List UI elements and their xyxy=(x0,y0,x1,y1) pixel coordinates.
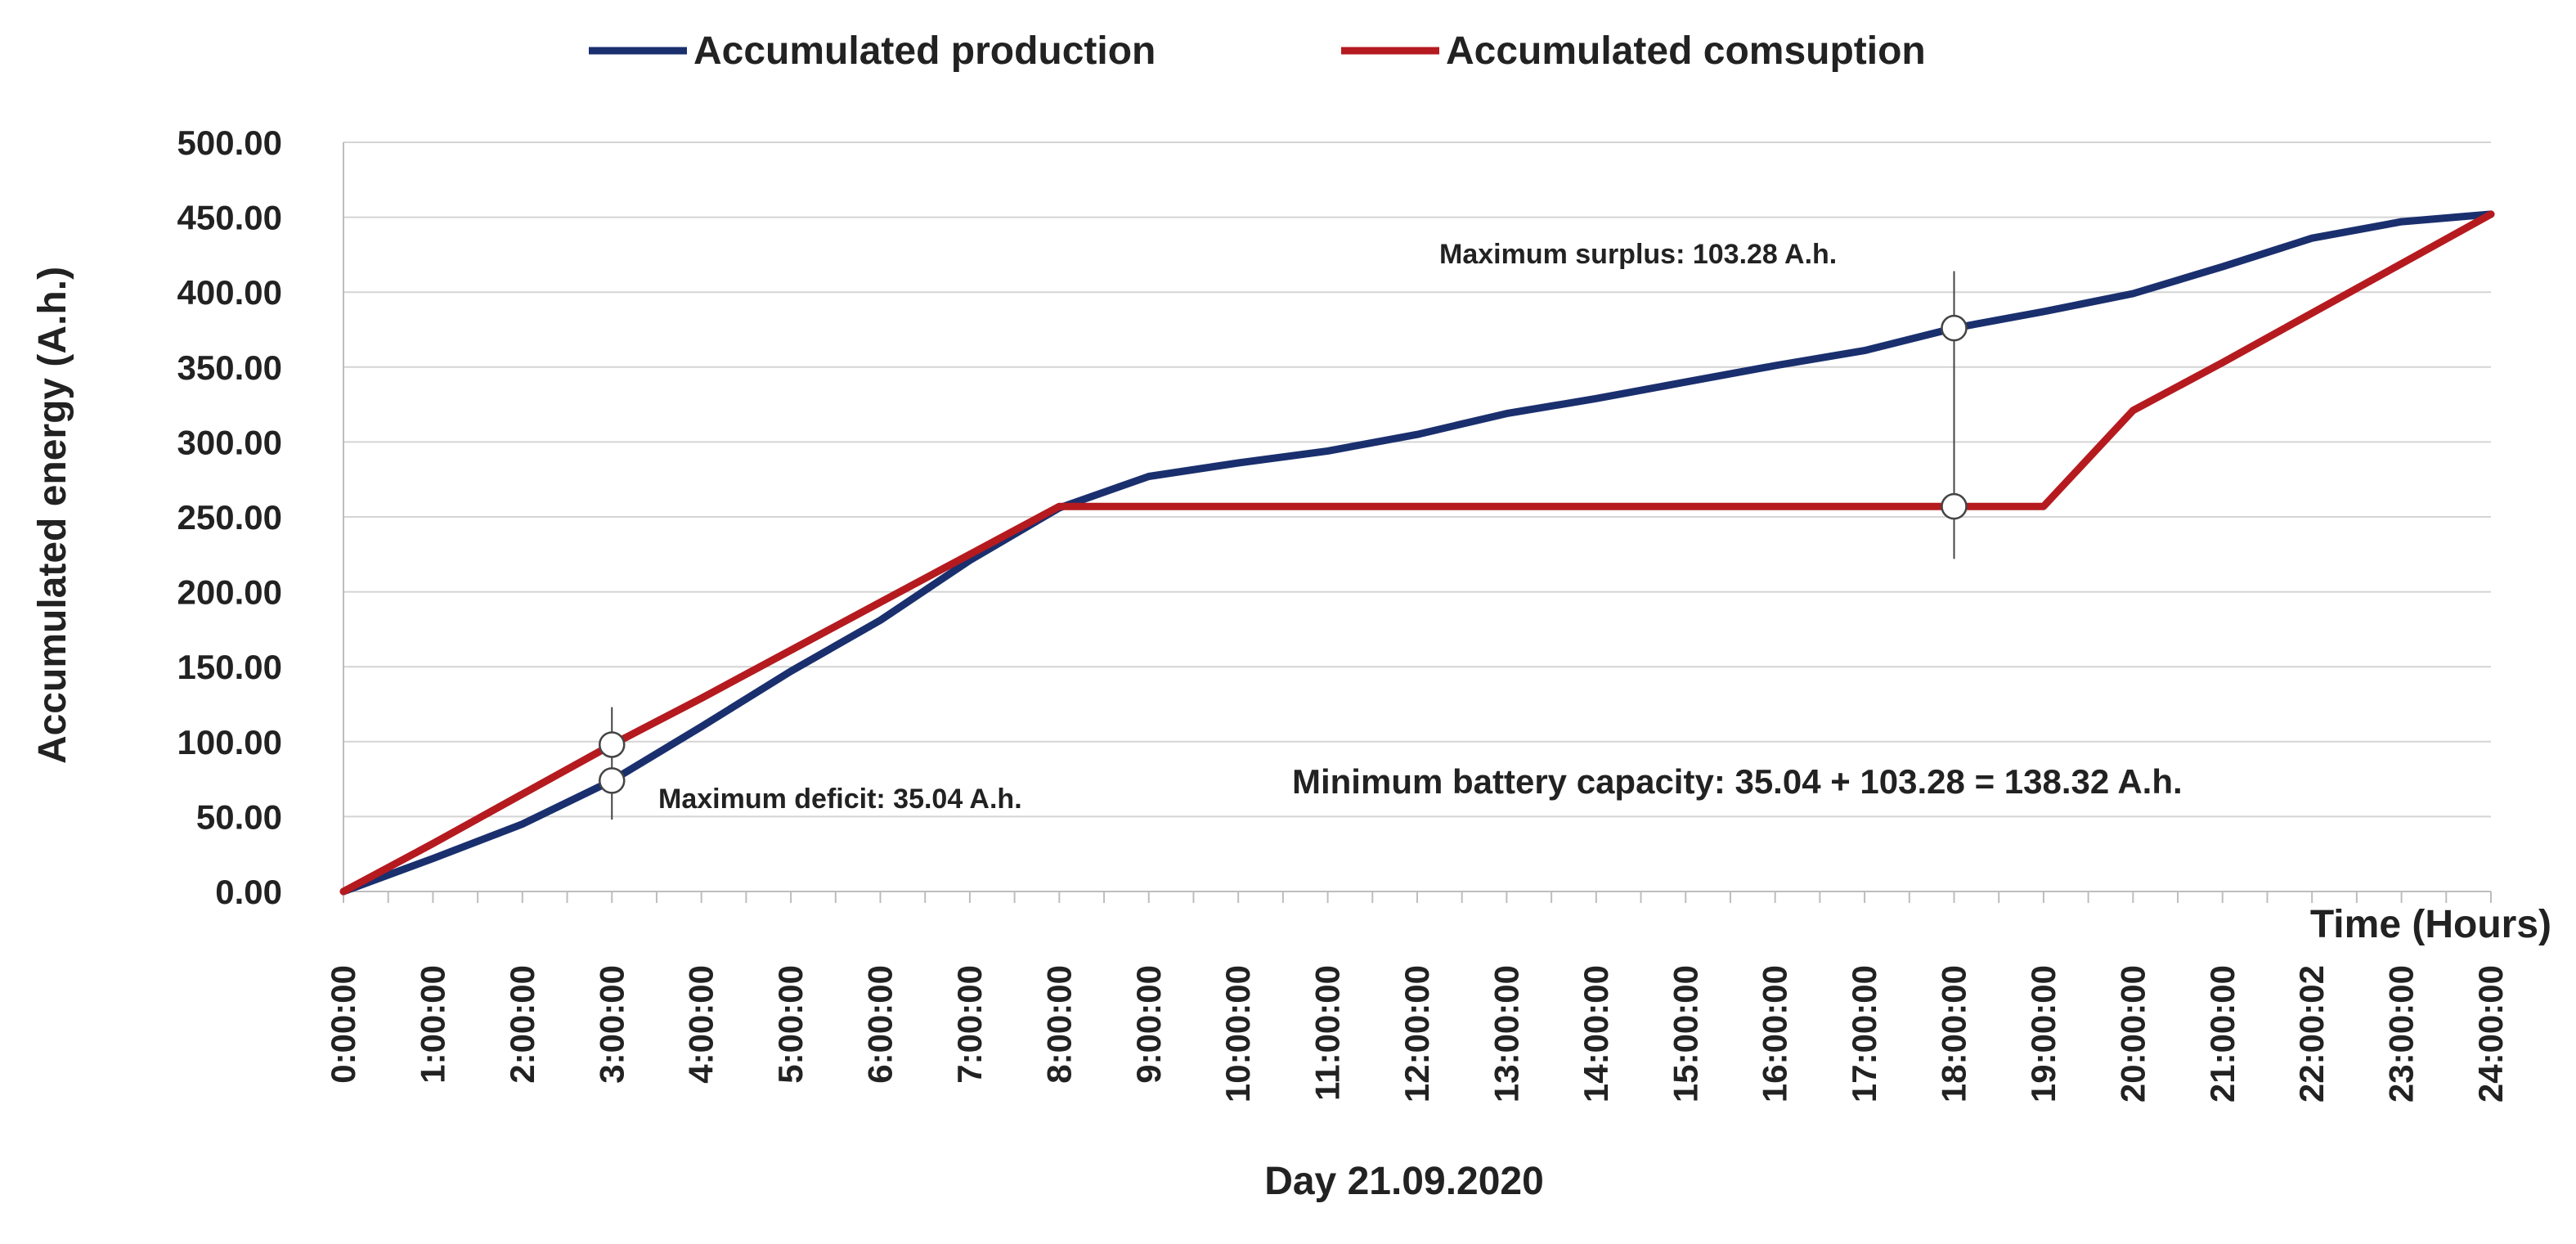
x-tick-label: 23:00:00 xyxy=(2382,965,2421,1103)
x-tick-label: 17:00:00 xyxy=(1845,965,1883,1103)
y-tick-label: 150.00 xyxy=(177,648,282,686)
annotation-deficit: Maximum deficit: 35.04 A.h. xyxy=(658,784,1022,815)
series-lines xyxy=(339,210,2495,896)
y-tick-label: 250.00 xyxy=(177,498,282,537)
x-tick-label: 18:00:00 xyxy=(1935,965,1973,1103)
legend: Accumulated production Accumulated comsu… xyxy=(589,29,1926,73)
x-tick-label: 21:00:00 xyxy=(2203,965,2242,1103)
x-tick-label: 1:00:00 xyxy=(413,965,451,1084)
y-tick-label: 200.00 xyxy=(177,573,282,612)
surplus-marker-upper xyxy=(1941,314,1968,342)
annotations xyxy=(599,271,1968,820)
y-tick-label: 100.00 xyxy=(177,723,282,761)
y-tick-label: 300.00 xyxy=(177,423,282,461)
x-tick-label: 24:00:00 xyxy=(2471,965,2510,1103)
x-tick-label: 11:00:00 xyxy=(1308,965,1347,1101)
surplus-marker-lower xyxy=(1941,492,1968,520)
x-tick-label: 9:00:00 xyxy=(1129,965,1168,1084)
x-tick-label: 7:00:00 xyxy=(950,965,989,1084)
x-tick-label: 4:00:00 xyxy=(682,965,720,1084)
y-tick-label: 50.00 xyxy=(196,797,282,836)
x-axis: 0:00:00 1:00:00 2:00:00 3:00:00 4:00:00 5:00:… xyxy=(324,891,2510,1103)
series-line-consumption xyxy=(339,210,2495,896)
y-axis: 0.00 50.00 100.00 150.00 200.00 250.00 300.00 3… xyxy=(177,124,282,911)
x-tick-label: 12:00:00 xyxy=(1398,965,1436,1103)
gridlines xyxy=(343,141,2491,892)
annotation-surplus: Maximum surplus: 103.28 A.h. xyxy=(1439,239,1837,270)
y-tick-label: 450.00 xyxy=(177,199,282,237)
x-tick-label: 3:00:00 xyxy=(592,965,631,1084)
x-tick-label: 5:00:00 xyxy=(771,965,810,1084)
legend-label-production: Accumulated production xyxy=(693,29,1156,73)
x-tick-label: 19:00:00 xyxy=(2024,965,2062,1103)
y-tick-label: 0.00 xyxy=(215,873,282,911)
x-tick-label: 20:00:00 xyxy=(2113,965,2152,1103)
x-axis-unit-label: Time (Hours) xyxy=(2310,903,2551,946)
x-tick-label: 2:00:00 xyxy=(503,965,541,1084)
y-axis-title: Accumulated energy (A.h.) xyxy=(31,267,74,764)
x-tick-label: 14:00:00 xyxy=(1577,965,1615,1103)
x-tick-label: 16:00:00 xyxy=(1756,965,1794,1103)
x-tick-label: 8:00:00 xyxy=(1039,965,1078,1084)
series-line-production xyxy=(339,210,2495,896)
annotation-capacity: Minimum battery capacity: 35.04 + 103.28… xyxy=(1292,762,2183,801)
deficit-marker-upper xyxy=(599,731,626,758)
x-tick-label: 13:00:00 xyxy=(1487,965,1525,1103)
legend-label-consumption: Accumulated comsuption xyxy=(1446,29,1926,73)
x-tick-label: 6:00:00 xyxy=(861,965,900,1084)
deficit-marker-lower xyxy=(599,767,626,794)
x-tick-label: 22:00:02 xyxy=(2292,965,2331,1103)
y-tick-label: 500.00 xyxy=(177,124,282,162)
x-tick-label: 15:00:00 xyxy=(1666,965,1704,1103)
y-tick-label: 350.00 xyxy=(177,348,282,387)
x-tick-label: 0:00:00 xyxy=(324,965,362,1084)
y-tick-label: 400.00 xyxy=(177,273,282,312)
x-tick-label: 10:00:00 xyxy=(1218,965,1257,1103)
x-axis-title: Day 21.09.2020 xyxy=(1264,1160,1544,1203)
